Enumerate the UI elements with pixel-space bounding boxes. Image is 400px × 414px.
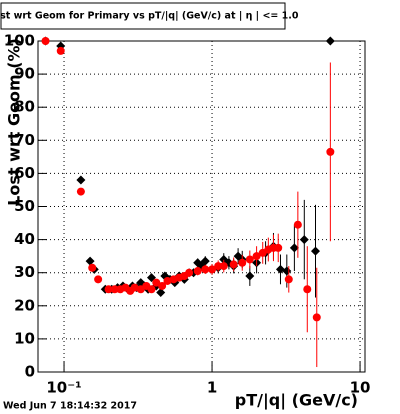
y-tick-label: 0 bbox=[25, 363, 35, 381]
data-point bbox=[130, 283, 139, 292]
data-point bbox=[201, 265, 210, 274]
data-point bbox=[299, 235, 309, 245]
data-point bbox=[214, 262, 223, 271]
x-tick-label: 10 bbox=[350, 379, 371, 397]
data-point bbox=[163, 276, 172, 285]
data-point bbox=[219, 262, 228, 271]
y-tick-label: 80 bbox=[14, 98, 35, 116]
data-point bbox=[293, 220, 302, 229]
x-axis-label: pT/|q| (GeV/c) bbox=[235, 391, 358, 411]
chart-title: Lost wrt Geom for Primary vs pT/|q| (GeV… bbox=[0, 11, 299, 22]
data-point bbox=[193, 267, 202, 276]
y-tick-label: 10 bbox=[14, 329, 35, 347]
data-point bbox=[110, 285, 119, 294]
y-tick-label: 30 bbox=[14, 263, 35, 281]
data-point bbox=[85, 256, 95, 266]
data-point bbox=[275, 264, 285, 274]
data-point bbox=[245, 255, 254, 264]
data-point bbox=[252, 252, 261, 261]
data-point bbox=[238, 258, 247, 267]
x-tick-label: 10⁻¹ bbox=[46, 379, 81, 397]
data-point bbox=[147, 285, 156, 294]
y-tick-label: 90 bbox=[14, 65, 35, 83]
data-point bbox=[152, 278, 161, 287]
data-point bbox=[156, 288, 166, 298]
data-point bbox=[41, 37, 50, 45]
data-point bbox=[274, 243, 283, 252]
data-point bbox=[200, 256, 210, 266]
data-point bbox=[229, 260, 238, 269]
x-tick-label: 1 bbox=[207, 379, 217, 397]
data-point bbox=[208, 265, 217, 274]
data-point bbox=[76, 175, 86, 185]
data-point bbox=[94, 275, 103, 284]
y-tick-label: 60 bbox=[14, 164, 35, 182]
data-point bbox=[284, 275, 293, 284]
y-tick-label: 50 bbox=[14, 197, 35, 215]
data-point bbox=[289, 243, 299, 253]
data-point bbox=[325, 36, 335, 46]
title-box bbox=[0, 2, 286, 30]
data-point bbox=[326, 147, 335, 156]
plot-frame bbox=[37, 40, 366, 373]
data-point bbox=[245, 271, 255, 281]
y-axis-label: Lost wrt Geom (%) bbox=[5, 38, 24, 206]
y-tick-label: 100 bbox=[4, 32, 35, 50]
data-point bbox=[312, 313, 321, 322]
y-tick-label: 20 bbox=[14, 296, 35, 314]
data-point bbox=[56, 46, 65, 55]
data-point bbox=[310, 246, 320, 256]
data-point bbox=[104, 285, 113, 294]
data-point bbox=[303, 285, 312, 294]
data-point bbox=[76, 187, 85, 196]
data-point bbox=[88, 263, 97, 272]
data-point bbox=[185, 268, 194, 277]
y-tick-label: 40 bbox=[14, 230, 35, 248]
data-point bbox=[158, 281, 167, 290]
y-tick-label: 70 bbox=[14, 131, 35, 149]
footer-date: Wed Jun 7 18:14:32 2017 bbox=[3, 401, 137, 412]
